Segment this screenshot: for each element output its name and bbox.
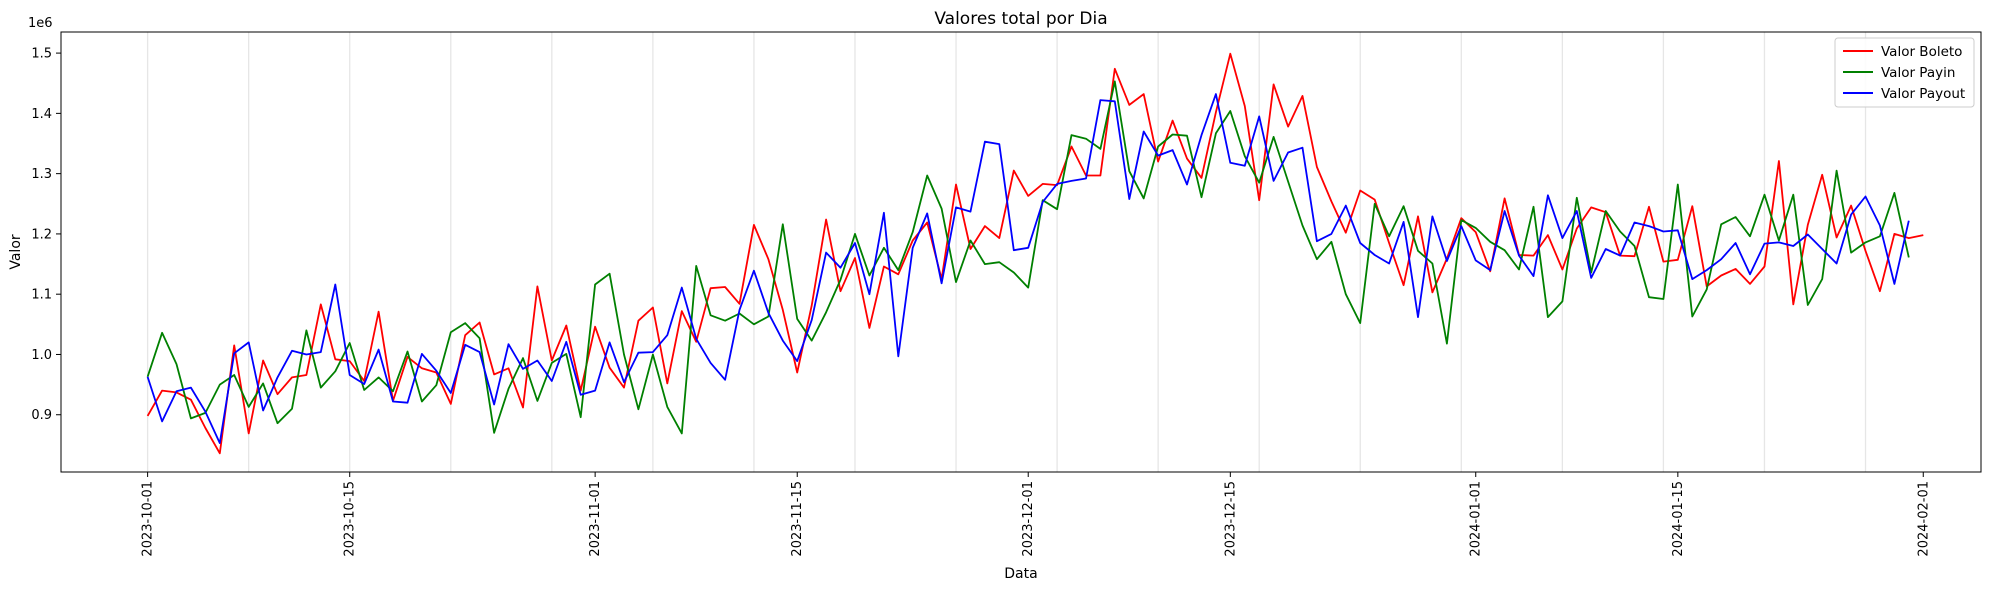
y-tick-label: 0.9 bbox=[31, 408, 52, 423]
series-line-valor-payout bbox=[146, 93, 1910, 445]
y-axis-offset-label: 1e6 bbox=[28, 16, 53, 31]
plot-area-frame bbox=[60, 31, 1982, 473]
x-axis-ticks: 2023-10-01 2023-10-15 2023-11-01 2023-11-15… bbox=[141, 472, 1931, 557]
legend: Valor Boleto Valor Payin Valor Payout bbox=[1834, 37, 1975, 108]
chart-title: Valores total por Dia bbox=[934, 9, 1107, 29]
x-tick-label: 2023-10-15 bbox=[343, 481, 358, 557]
x-tick-label: 2023-10-01 bbox=[141, 481, 156, 557]
series-line-valor-payin bbox=[146, 80, 1910, 435]
x-tick-label: 2023-11-01 bbox=[588, 481, 603, 557]
legend-label-valor-boleto: Valor Boleto bbox=[1881, 44, 1962, 60]
y-tick-label: 1.5 bbox=[31, 47, 52, 62]
y-tick-label: 1.4 bbox=[31, 107, 52, 122]
legend-label-valor-payout: Valor Payout bbox=[1881, 86, 1965, 102]
y-tick-label: 1.1 bbox=[31, 288, 52, 303]
legend-label-valor-payin: Valor Payin bbox=[1881, 65, 1955, 81]
series-layer bbox=[146, 52, 1924, 455]
y-tick-label: 1.0 bbox=[31, 348, 52, 363]
legend-box bbox=[1834, 37, 1975, 108]
x-tick-label: 2023-12-01 bbox=[1021, 481, 1036, 557]
series-line-valor-boleto bbox=[146, 52, 1924, 455]
y-axis-title: Valor bbox=[8, 234, 24, 270]
y-axis-ticks: 0.9 1.0 1.1 1.2 1.3 1.4 1.5 bbox=[31, 47, 61, 423]
x-tick-label: 2024-01-01 bbox=[1469, 481, 1484, 557]
x-tick-label: 2024-02-01 bbox=[1916, 481, 1931, 557]
x-tick-label: 2023-12-15 bbox=[1223, 481, 1238, 557]
y-tick-label: 1.3 bbox=[31, 167, 52, 182]
x-axis-title: Data bbox=[1004, 566, 1037, 582]
y-tick-label: 1.2 bbox=[31, 227, 52, 242]
x-tick-label: 2024-01-15 bbox=[1671, 481, 1686, 557]
x-tick-label: 2023-11-15 bbox=[790, 481, 805, 557]
